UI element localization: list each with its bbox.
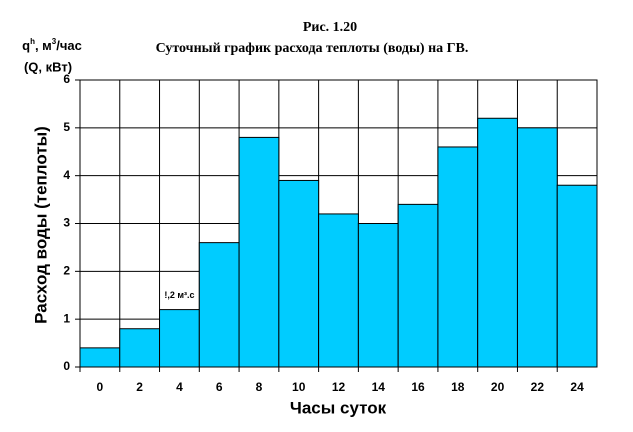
bar [159,309,200,368]
y-tick-label: 1 [63,311,70,325]
y-unit-part: q [22,38,30,53]
bar [556,184,598,368]
x-tick-label: 0 [97,380,104,394]
bar [79,347,121,368]
y-tick-label: 4 [63,168,70,182]
x-tick-label: 22 [531,380,545,394]
x-tick-label: 2 [136,380,143,394]
y-unit-part: 3 [52,37,57,46]
y-tick-label: 5 [63,120,70,134]
x-tick-label: 18 [451,380,465,394]
bar [357,223,399,368]
bar [119,328,161,368]
bar [397,203,439,368]
bar [477,117,518,368]
bar [516,127,558,368]
annotation: !,2 м³.с [164,290,194,300]
bar [278,179,320,368]
y-tick-label: 0 [63,359,70,373]
bar [318,213,359,368]
x-tick-label: 12 [332,380,346,394]
x-axis-label: Часы суток [290,398,387,417]
x-tick-label: 14 [372,380,386,394]
y-unit-part: h [30,37,35,46]
y-tick-label: 2 [63,264,70,278]
y-unit-part: /час [56,38,82,53]
y-unit-2: (Q, кВт) [24,59,72,74]
y-axis-label: Расход воды (теплоты) [31,126,50,324]
bar [238,136,280,368]
x-tick-label: 24 [570,380,584,394]
y-tick-label: 3 [63,216,70,230]
y-unit: qh, м3/час [22,37,82,53]
chart-subtitle: Суточный график расхода теплоты (воды) н… [156,41,469,56]
x-tick-label: 6 [216,380,223,394]
x-tick-label: 4 [176,380,183,394]
x-tick-label: 20 [491,380,505,394]
y-unit-part: , м [35,38,52,53]
x-tick-label: 16 [411,380,425,394]
y-tick-label: 6 [63,72,70,86]
bar [437,146,479,368]
x-tick-label: 8 [256,380,263,394]
chart-title: Рис. 1.20 [303,20,357,35]
bar [198,242,240,368]
x-tick-label: 10 [292,380,306,394]
